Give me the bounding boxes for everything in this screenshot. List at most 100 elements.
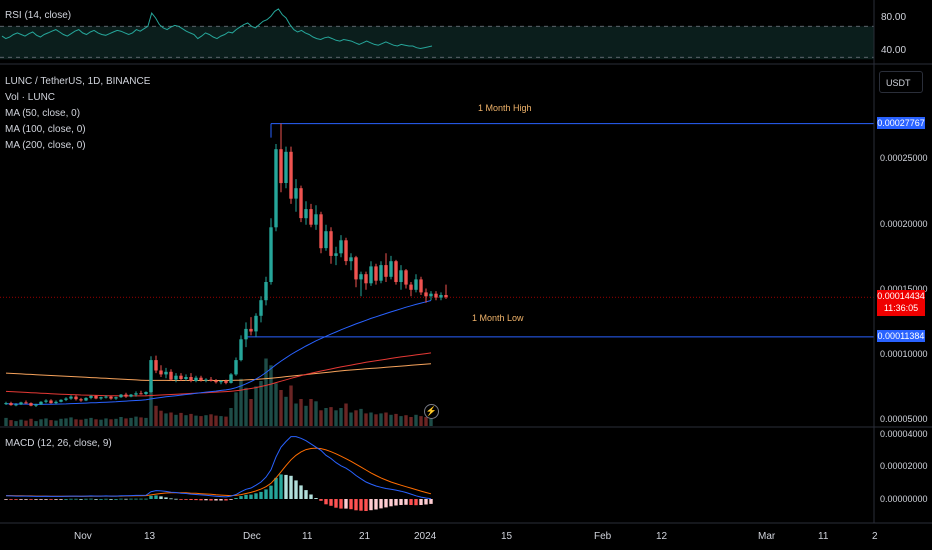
volume-bar — [169, 412, 173, 426]
candle-body — [234, 360, 238, 375]
volume-bar — [149, 385, 153, 426]
bar-countdown: 11:36:05 — [883, 303, 919, 313]
candle-body — [339, 240, 343, 254]
legend-volume[interactable]: Vol · LUNC — [5, 92, 56, 103]
macd-histogram-bar — [199, 499, 203, 501]
candle-body — [329, 231, 333, 256]
macd-histogram-bar — [179, 499, 183, 500]
macd-histogram-bar — [54, 499, 58, 500]
volume-bar — [24, 420, 28, 426]
candle-body — [249, 328, 253, 332]
macd-panel — [4, 436, 433, 511]
macd-histogram-bar — [349, 499, 353, 510]
volume-bar — [209, 414, 213, 426]
macd-histogram-bar — [39, 499, 43, 500]
macd-histogram-bar — [149, 495, 153, 499]
volume-bar — [254, 386, 258, 426]
volume-bar — [114, 418, 118, 426]
legend-ma100[interactable]: MA (100, close, 0) — [5, 124, 86, 135]
lightning-icon[interactable]: ⚡ — [424, 404, 439, 419]
candle-body — [259, 300, 263, 316]
volume-bar — [44, 418, 48, 426]
rsi-tick-40: 40.00 — [881, 45, 907, 56]
candle-body — [159, 370, 163, 375]
macd-histogram-bar — [24, 499, 28, 500]
macd-tick-4: 0.00004000 — [880, 429, 928, 439]
candle-body — [374, 266, 378, 281]
candle-body — [349, 257, 353, 262]
volume-bar — [9, 420, 13, 426]
macd-histogram-bar — [304, 490, 308, 499]
volume-bar — [299, 399, 303, 426]
volume-bar — [404, 415, 408, 426]
macd-histogram-bar — [159, 496, 163, 499]
volume-bar — [129, 417, 133, 426]
macd-histogram-bar — [284, 474, 288, 499]
last-price-value: 0.00014434 — [877, 291, 925, 301]
volume-bar — [369, 412, 373, 426]
volume-bar — [324, 408, 328, 426]
macd-histogram-bar — [369, 499, 373, 511]
legend-ma50[interactable]: MA (50, close, 0) — [5, 108, 81, 119]
candle-body — [439, 295, 443, 298]
candle-body — [189, 377, 193, 381]
macd-histogram-bar — [384, 499, 388, 508]
time-label-feb: Feb — [594, 531, 612, 542]
candle-body — [44, 400, 48, 402]
volume-bar — [424, 417, 428, 426]
macd-histogram-bar — [49, 499, 53, 500]
volume-bar — [89, 417, 93, 426]
macd-title[interactable]: MACD (12, 26, close, 9) — [5, 438, 112, 449]
candle-body — [274, 149, 278, 228]
volume-bar — [59, 418, 63, 426]
price-tick-0.00015: 0.00015000 — [880, 284, 928, 294]
candle-body — [204, 379, 208, 381]
candle-body — [334, 253, 338, 256]
legend-ma200[interactable]: MA (200, close, 0) — [5, 140, 86, 151]
rsi-title[interactable]: RSI (14, close) — [5, 10, 72, 21]
candle-body — [99, 397, 103, 399]
candle-body — [214, 380, 218, 383]
candles — [4, 123, 448, 407]
time-label-2024: 2024 — [414, 531, 437, 542]
volume-bar — [34, 421, 38, 426]
volume-bar — [69, 417, 73, 426]
volume-bar — [124, 418, 128, 426]
candle-body — [229, 374, 233, 383]
volume-bar — [94, 419, 98, 427]
candle-body — [404, 270, 408, 285]
candle-body — [79, 399, 83, 401]
macd-histogram-bar — [289, 475, 293, 499]
volume-bar — [19, 419, 23, 426]
candle-body — [174, 375, 178, 380]
candle-body — [114, 397, 118, 399]
volume-bar — [204, 415, 208, 426]
candle-body — [9, 403, 13, 406]
time-label-15: 15 — [501, 531, 513, 542]
level-lines[interactable] — [0, 123, 874, 338]
symbol-title[interactable]: LUNC / TetherUS, 1D, BINANCE — [5, 76, 151, 87]
volume-bar — [174, 414, 178, 427]
separators — [0, 0, 932, 524]
volume-bar — [229, 408, 233, 426]
volume-bar — [64, 418, 68, 426]
volume-bar — [154, 405, 158, 427]
macd-histogram-bar — [29, 499, 33, 500]
volume-bars — [4, 358, 433, 427]
currency-selector[interactable]: USDT — [879, 71, 923, 93]
candle-body — [294, 188, 298, 199]
volume-bar — [274, 383, 278, 427]
rsi-tick-80: 80.00 — [881, 12, 907, 23]
macd-histogram-bar — [239, 496, 243, 499]
volume-bar — [364, 413, 368, 426]
candle-body — [409, 284, 413, 290]
volume-bar — [84, 418, 88, 426]
macd-histogram-bar — [94, 499, 98, 500]
rsi-band — [0, 26, 874, 60]
volume-bar — [4, 417, 8, 426]
macd-histogram-bar — [164, 497, 168, 499]
candle-body — [359, 274, 363, 280]
high-price-tag: 0.00027767 — [877, 117, 925, 129]
volume-bar — [374, 414, 378, 426]
